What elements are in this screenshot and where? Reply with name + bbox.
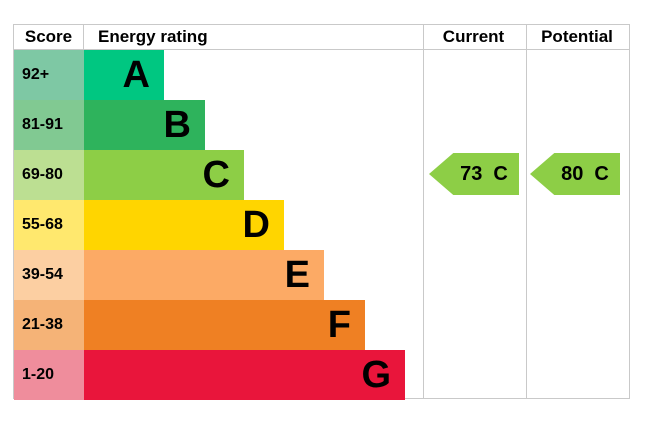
column-divider-potential — [526, 25, 527, 398]
potential-rating-value: 80 — [561, 162, 584, 185]
band-bar-a: A — [84, 50, 164, 100]
band-letter: B — [163, 104, 191, 146]
band-letter: A — [122, 54, 150, 96]
band-score-range: 55-68 — [14, 200, 84, 250]
band-letter: E — [284, 254, 310, 296]
band-row-a: 92+ A — [14, 50, 629, 100]
band-row-d: 55-68 D — [14, 200, 629, 250]
band-row-f: 21-38 F — [14, 300, 629, 350]
header-current: Current — [442, 27, 505, 46]
band-score-range: 21-38 — [14, 300, 84, 350]
band-score-range: 92+ — [14, 50, 84, 100]
band-bar-e: E — [84, 250, 324, 300]
header-energy-rating: Energy rating — [98, 27, 208, 46]
band-row-b: 81-91 B — [14, 100, 629, 150]
band-score-range: 69-80 — [14, 150, 84, 200]
band-score-range: 39-54 — [14, 250, 84, 300]
band-row-c: 69-80 C — [14, 150, 629, 200]
band-bar-f: F — [84, 300, 365, 350]
table-header-row: Score Energy rating Current Potential — [14, 25, 629, 50]
band-bar-c: C — [84, 150, 244, 200]
band-bar-g: G — [84, 350, 405, 400]
band-bar-b: B — [84, 100, 205, 150]
header-potential: Potential — [541, 27, 613, 46]
band-letter: F — [327, 304, 351, 346]
band-letter: C — [202, 154, 230, 196]
column-divider-current — [423, 25, 424, 398]
band-row-e: 39-54 E — [14, 250, 629, 300]
epc-table: Score Energy rating Current Potential 92… — [13, 24, 630, 400]
current-rating-letter: C — [493, 162, 508, 185]
potential-rating-arrow: 80 C — [530, 153, 620, 195]
current-rating-arrow: 73 C — [429, 153, 519, 195]
band-letter: D — [242, 204, 270, 246]
header-score: Score — [14, 25, 84, 49]
current-rating-value: 73 — [460, 162, 483, 185]
band-row-g: 1-20 G — [14, 350, 629, 400]
band-letter: G — [361, 354, 391, 396]
potential-rating-letter: C — [594, 162, 609, 185]
band-bar-d: D — [84, 200, 284, 250]
band-score-range: 1-20 — [14, 350, 84, 400]
band-score-range: 81-91 — [14, 100, 84, 150]
